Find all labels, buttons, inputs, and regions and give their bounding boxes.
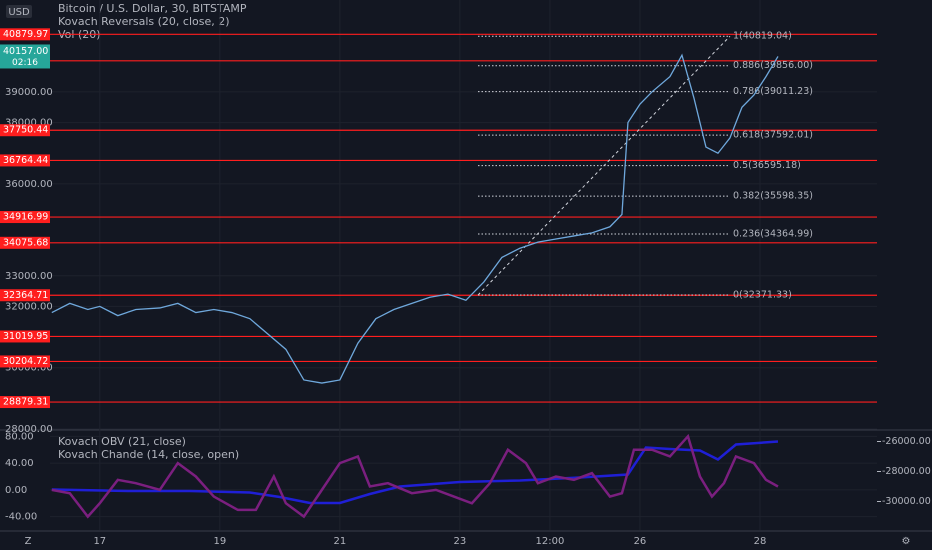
- level-label-box: [0, 211, 50, 224]
- level-label: 40879.97: [3, 29, 48, 40]
- indicator-line: [51, 433, 779, 519]
- x-tick-label: 17: [93, 536, 106, 547]
- y2-tick-label: -30000.00: [882, 496, 931, 507]
- legend-label: Kovach OBV (21, close): [58, 435, 186, 448]
- fib-label: 0.382(35598.35): [733, 191, 813, 202]
- level-label-box: [0, 330, 50, 343]
- zoom-icon[interactable]: Z: [25, 536, 32, 547]
- price-line: [51, 53, 779, 384]
- x-tick-label: 12:00: [536, 536, 565, 547]
- x-tick-label: 26: [634, 536, 647, 547]
- y-tick-label: 39000.00: [5, 87, 53, 98]
- currency-badge[interactable]: [6, 5, 32, 18]
- y-tick-label: 40.00: [5, 458, 34, 469]
- level-label-box: [0, 289, 50, 302]
- y-tick-label: 36000.00: [5, 179, 53, 190]
- fib-label: 0.236(34364.99): [733, 228, 813, 239]
- fib-label: 0.786(39011.23): [733, 86, 813, 97]
- legend-label: Kovach Chande (14, close, open): [58, 448, 239, 461]
- level-label: 28879.31: [3, 397, 48, 408]
- level-label-box: [0, 28, 50, 41]
- indicator-line: [51, 440, 779, 505]
- y-tick-label: 38000.00: [5, 118, 53, 129]
- chart-title: Bitcoin / U.S. Dollar, 30, BITSTAMP: [58, 2, 247, 15]
- level-label: 36764.44: [3, 155, 48, 166]
- y2-tick-label: -28000.00: [882, 466, 931, 477]
- level-label: 34916.99: [3, 212, 48, 223]
- y-tick-label: 32000.00: [5, 301, 53, 312]
- fib-label: 1(40819.04): [733, 31, 792, 42]
- level-label: 34075.68: [3, 237, 48, 248]
- level-label: 31019.95: [3, 331, 48, 342]
- level-label: 30204.72: [3, 356, 48, 367]
- y-tick-label: 33000.00: [5, 271, 53, 282]
- last-price-box: [0, 44, 50, 69]
- level-label-box: [0, 154, 50, 167]
- y-tick-label: -40.00: [5, 512, 37, 523]
- x-tick-label: 21: [334, 536, 347, 547]
- fib-label: 0.618(37592.01): [733, 130, 813, 141]
- settings-icon[interactable]: ⚙: [902, 536, 911, 547]
- level-label-box: [0, 124, 50, 137]
- y-tick-label: 30000.00: [5, 363, 53, 374]
- fib-trend: [477, 35, 731, 296]
- y2-tick-label: -26000.00: [882, 436, 931, 447]
- level-label: 37750.44: [3, 125, 48, 136]
- x-tick-label: 28: [754, 536, 767, 547]
- level-label-box: [0, 236, 50, 249]
- fib-label: 0.5(36595.18): [733, 160, 801, 171]
- level-label-box: [0, 355, 50, 368]
- last-price-label: 40157.00: [3, 46, 48, 57]
- fib-label: 0(32371.33): [733, 290, 792, 301]
- countdown-label: 02:16: [12, 58, 38, 68]
- level-label-box: [0, 396, 50, 409]
- currency-label: USD: [8, 7, 30, 18]
- y-tick-label: 0.00: [5, 485, 27, 496]
- indicator-label: Kovach Reversals (20, close, 2): [58, 15, 230, 28]
- x-tick-label: 23: [454, 536, 467, 547]
- x-tick-label: 19: [213, 536, 226, 547]
- y-tick-label: 80.00: [5, 431, 34, 442]
- level-label: 32364.71: [3, 290, 48, 301]
- y-tick-label: 28000.00: [5, 424, 53, 435]
